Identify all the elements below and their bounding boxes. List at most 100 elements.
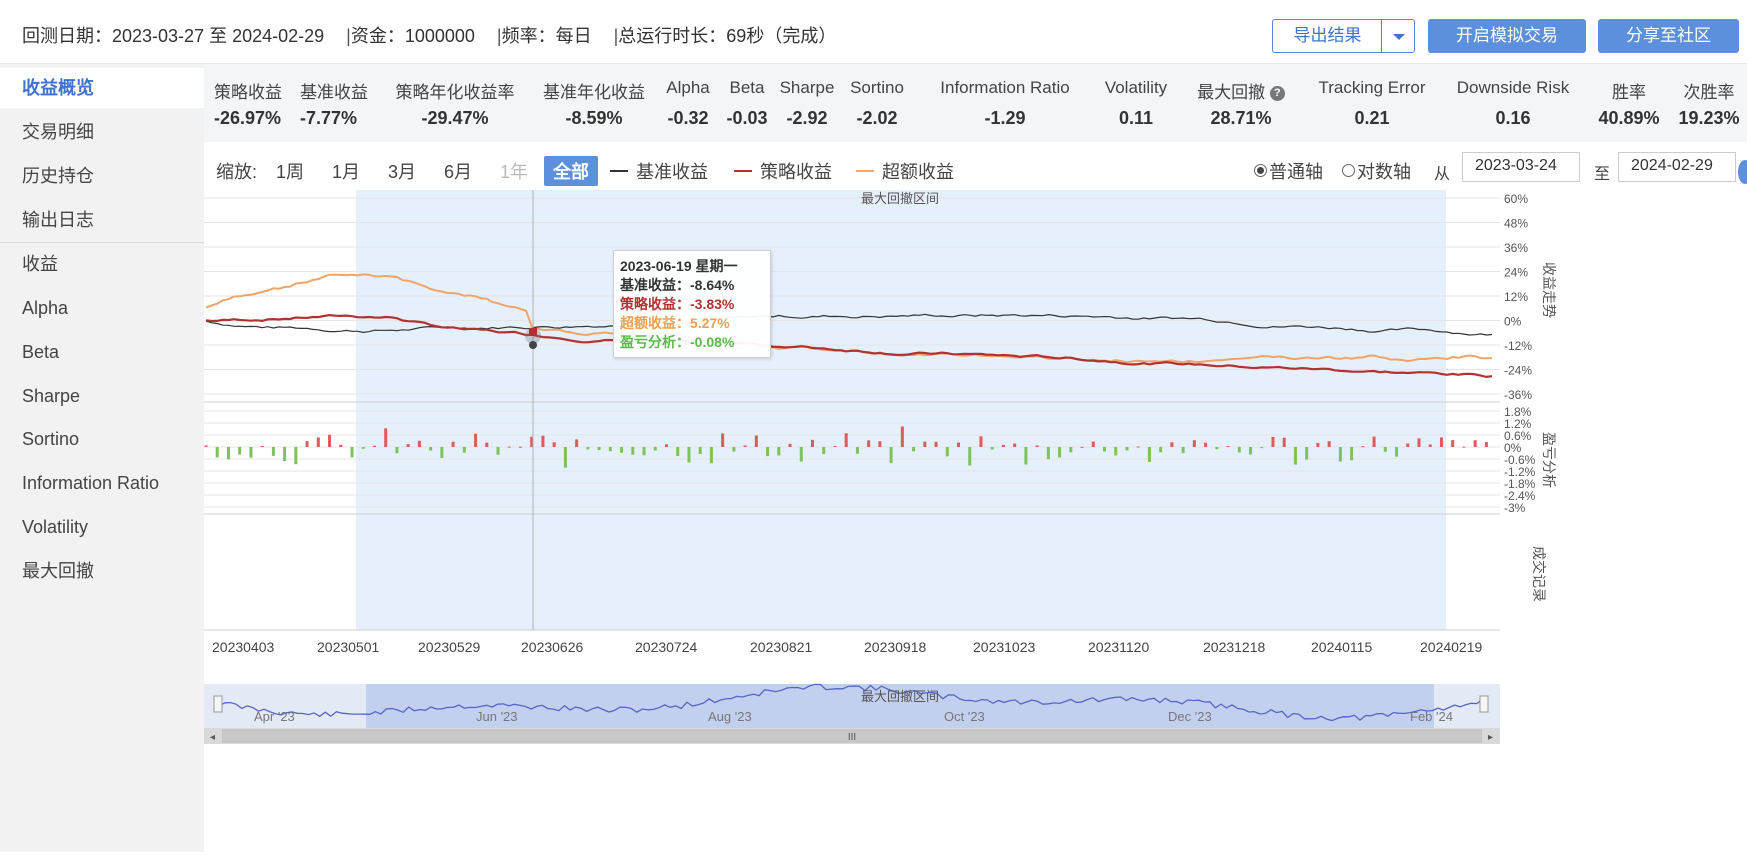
pnl-bar-down xyxy=(294,447,298,465)
pnl-bar-down xyxy=(855,447,859,454)
pnl-bar-up xyxy=(788,443,792,447)
stat-key: 胜率 xyxy=(1612,83,1646,102)
scrollbar-thumb[interactable] xyxy=(222,729,1482,743)
navigator-drawdown-label: 最大回撤区间 xyxy=(861,689,939,704)
pnl-bar-up xyxy=(979,436,983,447)
runtime-value: 69秒（完成） xyxy=(726,26,837,46)
legend-benchmark[interactable]: 基准收益 xyxy=(610,158,708,184)
zoom-6m-button[interactable]: 6月 xyxy=(444,162,473,182)
pnl-bar-up xyxy=(664,444,668,447)
export-results-button[interactable]: 导出结果 xyxy=(1272,19,1415,53)
settings-handle-icon[interactable] xyxy=(1738,160,1747,184)
pnl-bar-down xyxy=(1260,447,1264,449)
zoom-3m-button[interactable]: 3月 xyxy=(388,162,417,182)
legend-line-icon xyxy=(856,170,874,172)
navigator-right-handle[interactable] xyxy=(1479,695,1489,713)
sidebar-item-beta[interactable]: Beta xyxy=(22,342,60,362)
stat-key: 策略收益 xyxy=(214,83,282,102)
sidebar-item-returns[interactable]: 收益 xyxy=(22,254,58,274)
start-simulated-trading-button[interactable]: 开启模拟交易 xyxy=(1428,19,1586,53)
chart-toolbar: 缩放: 1周 1月 3月 6月 1年 全部 基准收益 策略收益 超额收益 普通轴… xyxy=(204,150,1747,190)
pnl-bar-down xyxy=(1069,447,1073,453)
zoom-label: 缩放: xyxy=(216,162,258,182)
pnl-bar-up xyxy=(552,442,556,447)
navigator-left-handle[interactable] xyxy=(213,695,223,713)
help-icon[interactable]: ? xyxy=(1269,86,1285,101)
radio-unchecked-icon xyxy=(1342,164,1355,177)
sidebar-item-sharpe[interactable]: Sharpe xyxy=(22,386,81,406)
tooltip-date: 2023-06-19 星期一 xyxy=(620,258,738,274)
pnl-bar-up xyxy=(1406,443,1410,447)
share-to-community-button[interactable]: 分享至社区 xyxy=(1598,19,1739,53)
y-tick-label: 0% xyxy=(1504,315,1522,329)
runtime-label: 总运行时长： xyxy=(618,26,727,46)
axis-normal-radio[interactable]: 普通轴 xyxy=(1254,158,1323,184)
stat-key: 次胜率 xyxy=(1683,83,1735,102)
sidebar-item-alpha[interactable]: Alpha xyxy=(22,298,69,318)
scroll-right-icon: ▸ xyxy=(1488,732,1493,743)
sidebar-item-positions[interactable]: 历史持仓 xyxy=(22,166,94,186)
to-date-input[interactable]: 2024-02-29 xyxy=(1618,152,1736,182)
stat-key: Alpha xyxy=(666,78,710,97)
chart-area[interactable]: 60% 48% 36% 24% 12% 0% -12% -24% -36% 1.8% 1.2% 0.6… xyxy=(204,190,1747,852)
pnl-bar-up xyxy=(1451,440,1455,447)
sidebar-item-information-ratio[interactable]: Information Ratio xyxy=(22,473,160,493)
stat-value: 0.16 xyxy=(1495,108,1531,128)
axis-normal-label: 普通轴 xyxy=(1269,162,1323,182)
sidebar-item-volatility[interactable]: Volatility xyxy=(22,517,89,537)
y-tick-label: -2.4% xyxy=(1504,489,1536,503)
stat-beta: Beta -0.03 xyxy=(719,78,775,129)
sidebar-item-trades[interactable]: 交易明细 xyxy=(22,122,94,142)
separator: | xyxy=(613,26,619,46)
stat-value: -2.02 xyxy=(856,108,898,128)
stats-strip: 策略收益 -26.97% 基准收益 -7.77% 策略年化收益率 -29.47% 基准… xyxy=(204,64,1747,142)
pnl-bar-up xyxy=(1462,446,1466,448)
y-tick-label: 1.8% xyxy=(1504,405,1532,419)
tooltip-excess-value: 5.27% xyxy=(690,315,730,331)
stat-key: Information Ratio xyxy=(940,78,1070,97)
pnl-bar-down xyxy=(1293,447,1297,465)
sidebar-item-sortino[interactable]: Sortino xyxy=(22,429,80,449)
zoom-1w-button[interactable]: 1周 xyxy=(276,162,305,182)
navigator-tick-label: Dec '23 xyxy=(1168,709,1212,724)
stat-alpha: Alpha -0.32 xyxy=(659,78,717,129)
pnl-bar-up xyxy=(1226,445,1230,447)
zoom-all-button[interactable]: 全部 xyxy=(544,156,598,186)
sidebar-divider xyxy=(0,242,204,243)
pnl-bar-up xyxy=(957,442,961,447)
sidebar-item-max-drawdown[interactable]: 最大回撤 xyxy=(22,561,94,581)
stat-win-rate: 胜率 40.89% xyxy=(1598,78,1660,129)
legend-excess[interactable]: 超额收益 xyxy=(856,158,954,184)
pnl-bar-up xyxy=(1001,444,1005,447)
zoom-1m-button[interactable]: 1月 xyxy=(332,162,361,182)
pnl-bar-down xyxy=(1147,447,1151,462)
returns-chart[interactable]: 60% 48% 36% 24% 12% 0% -12% -24% -36% 1.8%1.2%0.6… xyxy=(204,190,1747,852)
export-results-label[interactable]: 导出结果 xyxy=(1293,26,1362,45)
pnl-bar-up xyxy=(372,445,376,447)
sidebar-item-log[interactable]: 输出日志 xyxy=(22,210,94,230)
pnl-bar-down xyxy=(350,447,354,458)
frequency-label: 频率： xyxy=(501,26,556,46)
legend-strategy[interactable]: 策略收益 xyxy=(734,158,832,184)
pnl-bar-up xyxy=(406,444,410,447)
pnl-bar-down xyxy=(361,447,365,449)
pnl-bar-down xyxy=(1058,447,1062,458)
sidebar-item-overview[interactable]: 收益概览 xyxy=(0,68,204,108)
from-date-input[interactable]: 2023-03-24 xyxy=(1462,152,1580,182)
axis-log-label: 对数轴 xyxy=(1357,162,1411,182)
y-tick-label: -1.8% xyxy=(1504,477,1536,491)
axis-log-radio[interactable]: 对数轴 xyxy=(1342,158,1411,184)
y-tick-label: 60% xyxy=(1504,192,1528,206)
y-tick-label: 0.6% xyxy=(1504,429,1532,443)
chevron-down-icon[interactable] xyxy=(1381,20,1414,52)
legend-line-icon xyxy=(610,170,628,172)
top-bar: 回测日期：2023-03-27 至 2024-02-29 |资金：1000000 |… xyxy=(0,0,1747,64)
pnl-bar-up xyxy=(1204,442,1208,447)
pnl-bar-up xyxy=(204,445,208,447)
x-tick-label: 20230403 xyxy=(212,639,275,655)
stat-value: -26.97% xyxy=(214,108,282,128)
tooltip-pnl-value: -0.08% xyxy=(690,334,735,350)
pnl-bar-down xyxy=(1103,447,1107,452)
pnl-bar-down xyxy=(1338,447,1342,462)
stat-sharpe: Sharpe -2.92 xyxy=(777,78,837,129)
